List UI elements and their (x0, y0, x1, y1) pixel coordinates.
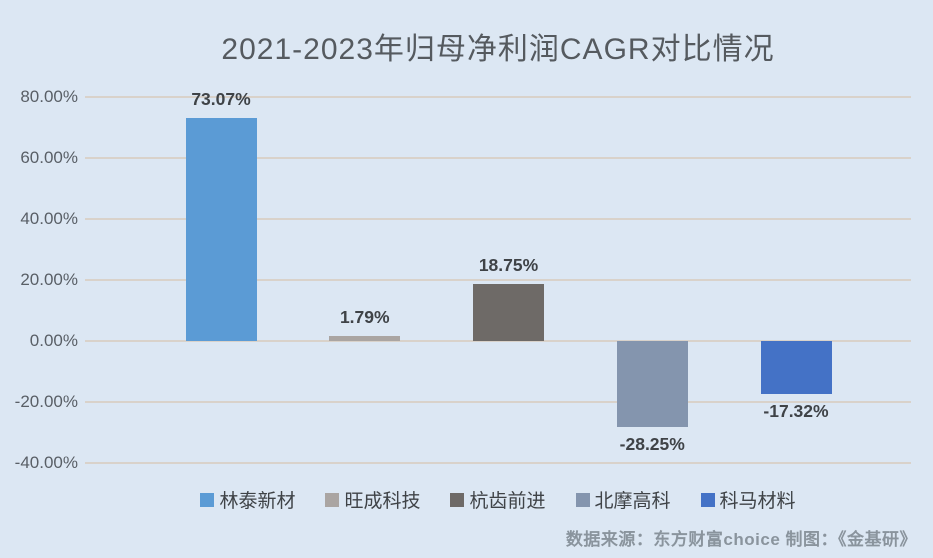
gridline (85, 340, 911, 342)
legend-label: 北摩高科 (594, 491, 671, 512)
plot-area: 73.07% 1.79% 18.75% -28.25% -17.32% (85, 89, 911, 464)
y-axis-tick-label: -40.00% (14, 453, 78, 472)
y-axis: 80.00% 60.00% 40.00% 20.00% 0.00% -20.00% -40.… (0, 87, 78, 472)
legend-item-林泰新材: 林泰新材 (200, 486, 295, 513)
gridline (85, 218, 911, 220)
legend-item-科马材料: 科马材料 (700, 486, 796, 513)
legend-item-杭齿前进: 杭齿前进 (450, 486, 546, 513)
bar-value-label: -17.32% (763, 400, 829, 421)
legend-swatch-icon (450, 492, 465, 507)
y-axis-tick-label: 0.00% (29, 331, 78, 350)
bar-林泰新材 (185, 118, 257, 341)
chart-title: 2021-2023年归母净利润CAGR对比情况 (221, 33, 775, 66)
y-axis-tick-label: 40.00% (20, 209, 78, 228)
gridline (85, 96, 911, 98)
legend-swatch-icon (325, 492, 340, 507)
gridline (85, 157, 911, 159)
legend-label: 科马材料 (719, 491, 796, 512)
bar-旺成科技 (329, 335, 401, 341)
legend-item-旺成科技: 旺成科技 (325, 486, 420, 513)
legend-swatch-icon (575, 492, 590, 507)
y-axis-tick-label: 80.00% (20, 87, 78, 106)
bar-科马材料 (760, 341, 832, 394)
bar-value-label: 18.75% (478, 254, 539, 275)
bar-value-label: -28.25% (619, 434, 685, 455)
bar-杭齿前进 (473, 283, 544, 341)
gridline (85, 401, 911, 403)
bar-value-label: 1.79% (339, 306, 390, 327)
bar-value-label: 73.07% (191, 89, 251, 110)
gridline (85, 279, 911, 281)
y-axis-tick-label: -20.00% (14, 392, 78, 411)
legend: 林泰新材 旺成科技 杭齿前进 北摩高科 科马材料 (85, 486, 911, 513)
legend-item-北摩高科: 北摩高科 (575, 486, 671, 513)
legend-swatch-icon (200, 492, 215, 507)
legend-swatch-icon (700, 492, 715, 507)
legend-label: 杭齿前进 (469, 491, 546, 512)
y-axis-tick-label: 60.00% (20, 148, 78, 167)
source-note: 数据来源：东方财富choice 制图：《金基研》 (565, 530, 917, 549)
legend-label: 林泰新材 (219, 491, 296, 512)
legend-label: 旺成科技 (344, 491, 421, 512)
gridline (85, 462, 911, 464)
y-axis-tick-label: 20.00% (20, 270, 78, 289)
bar-北摩高科 (616, 341, 688, 428)
